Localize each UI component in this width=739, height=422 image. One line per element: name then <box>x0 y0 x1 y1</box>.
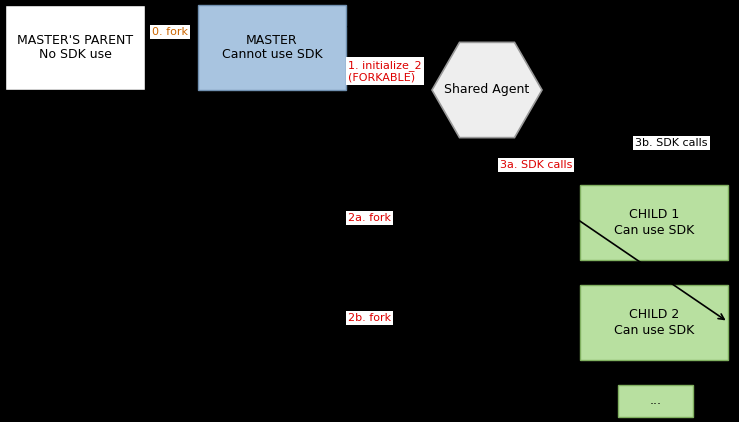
Text: 1. initialize_2
(FORKABLE): 1. initialize_2 (FORKABLE) <box>348 60 422 83</box>
FancyBboxPatch shape <box>580 285 728 360</box>
Text: 0. fork: 0. fork <box>152 27 188 37</box>
Text: Shared Agent: Shared Agent <box>444 84 530 97</box>
Text: CHILD 2
Can use SDK: CHILD 2 Can use SDK <box>614 308 694 336</box>
FancyBboxPatch shape <box>5 5 145 90</box>
Text: 3b. SDK calls: 3b. SDK calls <box>635 138 707 148</box>
FancyBboxPatch shape <box>580 185 728 260</box>
Text: CHILD 1
Can use SDK: CHILD 1 Can use SDK <box>614 208 694 236</box>
Text: 2a. fork: 2a. fork <box>348 213 391 223</box>
FancyBboxPatch shape <box>198 5 346 90</box>
Text: MASTER'S PARENT
No SDK use: MASTER'S PARENT No SDK use <box>17 33 133 62</box>
Polygon shape <box>432 42 542 138</box>
Text: MASTER
Cannot use SDK: MASTER Cannot use SDK <box>222 33 322 62</box>
Text: 2b. fork: 2b. fork <box>348 313 391 323</box>
FancyBboxPatch shape <box>618 385 693 417</box>
Text: ...: ... <box>650 395 661 408</box>
Text: 3a. SDK calls: 3a. SDK calls <box>500 160 573 170</box>
